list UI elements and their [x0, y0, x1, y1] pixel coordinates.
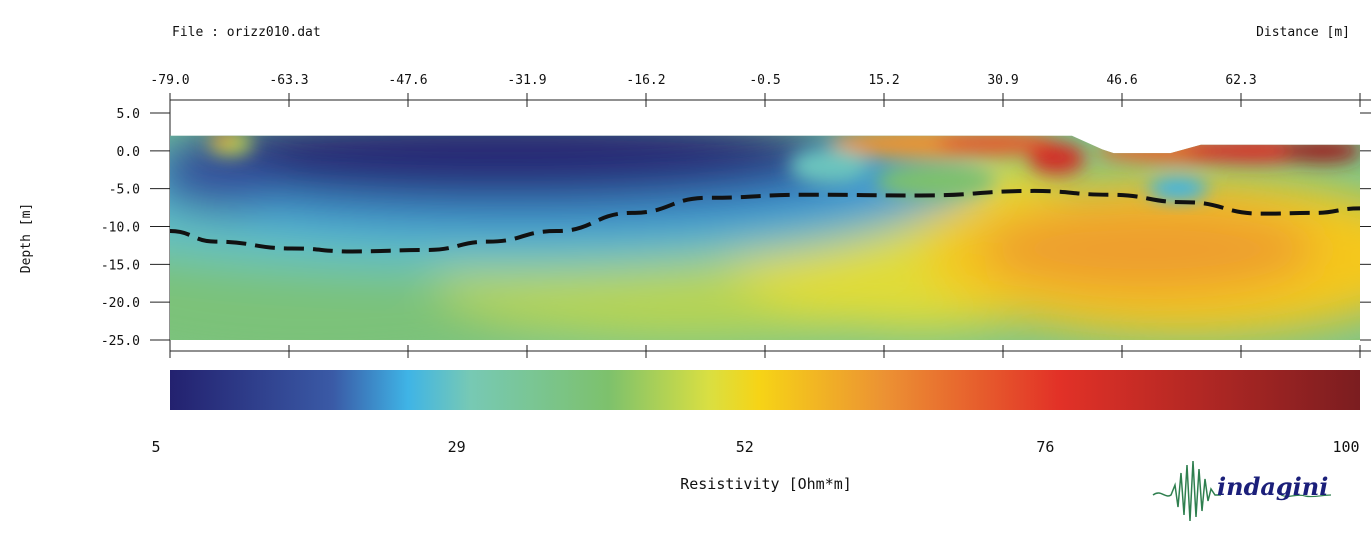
y-tick-label: -5.0 [109, 183, 140, 198]
logo-text: indagini [1217, 472, 1328, 501]
x-tick-label: 46.6 [1106, 73, 1137, 88]
colorbar-tick-label: 52 [736, 438, 754, 456]
x-tick-label: -63.3 [269, 73, 308, 88]
y-tick-label: 0.0 [117, 145, 140, 160]
x-tick-label: 62.3 [1225, 73, 1256, 88]
y-axis-label: Depth [m] [19, 203, 34, 273]
y-tick-label: 5.0 [117, 107, 140, 122]
colorbar-label: Resistivity [Ohm*m] [680, 475, 852, 493]
colorbar-tick-label: 5 [151, 438, 160, 456]
colorbar-tick-labels: 5 29 52 76 100 [151, 438, 1359, 456]
y-tick-label: -25.0 [101, 334, 140, 349]
colorbar [170, 370, 1360, 410]
x-axis-top: -79.0 -63.3 -47.6 -31.9 -16.2 -0.5 15.2 30.9 46.… [150, 73, 1371, 107]
x-tick-label: 30.9 [987, 73, 1018, 88]
zone-surface-darkred [1282, 138, 1360, 163]
indagini-logo: indagini [1152, 460, 1332, 522]
zone-green-shallow [875, 165, 996, 198]
x-tick-label: 15.2 [868, 73, 899, 88]
zone-orange-right [977, 204, 1318, 295]
zone-surface-red-2 [1028, 142, 1085, 175]
zone-small-cyan [789, 147, 870, 184]
zone-left-blue [170, 151, 276, 212]
colorbar-tick-label: 29 [448, 438, 466, 456]
y-tick-label: -15.0 [101, 258, 140, 273]
x-tick-label: -16.2 [626, 73, 665, 88]
colorbar-tick-label: 76 [1036, 438, 1054, 456]
x-tick-label: -79.0 [150, 73, 189, 88]
y-tick-label: -10.0 [101, 221, 140, 236]
colorbar-tick-label: 100 [1332, 438, 1359, 456]
x-tick-label: -47.6 [388, 73, 427, 88]
y-tick-label: -20.0 [101, 296, 140, 311]
x-tick-label: -0.5 [749, 73, 780, 88]
x-axis-bottom [169, 345, 1371, 358]
x-tick-label: -31.9 [507, 73, 546, 88]
distance-label: Distance [m] [1256, 25, 1350, 40]
zone-surface-orange-left [211, 135, 236, 146]
zone-small-blue-right [1148, 176, 1209, 201]
interpreted-boundary-line [169, 188, 1361, 254]
zone-darkest-blue [203, 135, 804, 187]
file-label: File : orizz010.dat [172, 25, 321, 40]
zone-surface-red-1 [936, 135, 1057, 156]
